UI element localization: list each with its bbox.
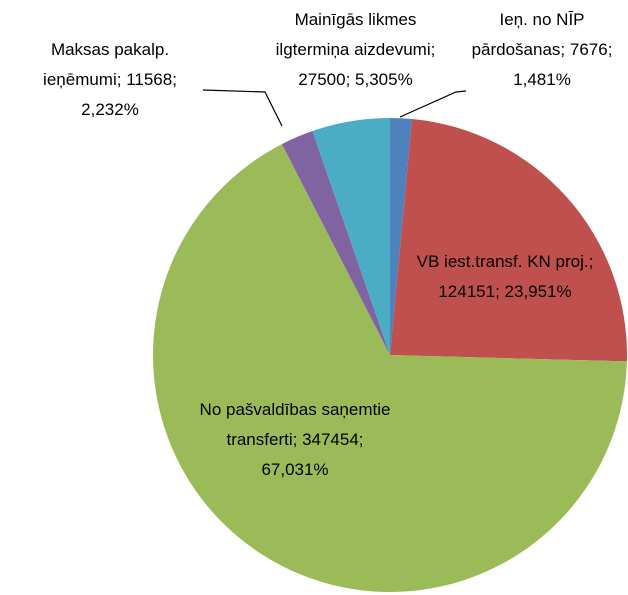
label-separator: ; (495, 282, 505, 301)
label-separator: ; (358, 430, 364, 449)
label-category: Ieņ. no NĪP pārdošanas (471, 10, 585, 59)
pie-slice (390, 118, 413, 355)
label-separator: ; (607, 40, 613, 59)
label-percent: 1,481% (513, 70, 571, 89)
label-category: Mainīgās likmes ilgtermiņa aizdevumi (275, 10, 431, 59)
label-separator: ; (116, 70, 127, 89)
label-value: 7676 (569, 40, 608, 59)
pie-slice (390, 119, 627, 362)
label-separator: ; (588, 252, 594, 271)
label-separator: ; (172, 70, 177, 89)
pie-slice (312, 118, 390, 355)
label-value: 27500 (298, 70, 346, 89)
label-category: No pašvaldības saņemtie transferti (199, 400, 391, 449)
leader-line (399, 90, 467, 118)
label-percent: 5,305% (355, 70, 413, 89)
label-value: 347454 (302, 430, 359, 449)
label-value: 124151 (438, 282, 496, 301)
data-label: Mainīgās likmes ilgtermiņa aizdevumi; 27… (268, 5, 443, 95)
slices (152, 118, 627, 592)
label-separator: ; (430, 40, 436, 59)
pie-slice (152, 144, 627, 592)
label-value: 11568 (126, 70, 173, 89)
label-separator: ; (292, 430, 303, 449)
label-percent: 67,031% (261, 460, 329, 479)
data-label: VB iest.transf. KN proj.; 124151; 23,951… (405, 247, 605, 307)
label-percent: 2,232% (81, 100, 139, 119)
label-separator: ; (345, 70, 356, 89)
data-label: Maksas pakalp. ieņēmumi; 11568; 2,232% (15, 35, 205, 125)
pie-slice (281, 131, 390, 355)
data-label: Ieņ. no NĪP pārdošanas; 7676; 1,481% (462, 5, 622, 95)
data-label: No pašvaldības saņemtie transferti; 3474… (195, 395, 395, 485)
label-percent: 23,951% (504, 282, 572, 301)
label-category: Maksas pakalp. ieņēmumi (43, 40, 170, 89)
label-category: VB iest.transf. KN proj. (416, 252, 589, 271)
label-separator: ; (560, 40, 570, 59)
leader-line (202, 89, 283, 127)
